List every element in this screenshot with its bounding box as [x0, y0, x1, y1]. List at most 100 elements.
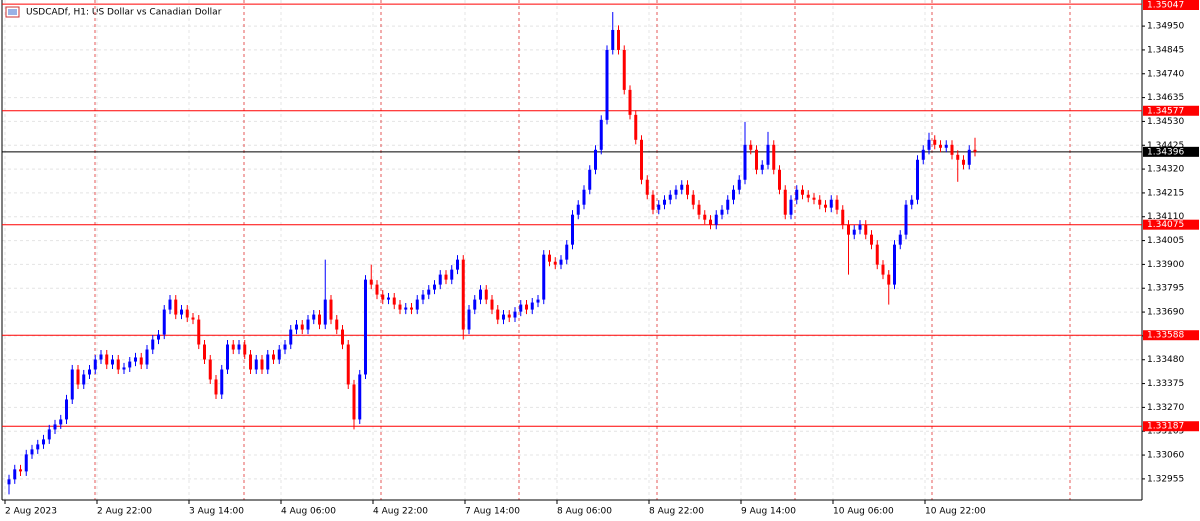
- candle-body: [433, 284, 436, 290]
- candle-body: [697, 204, 701, 215]
- candle-body: [622, 49, 626, 90]
- candle-body: [151, 339, 155, 350]
- candle-body: [864, 224, 868, 235]
- candle-body: [162, 309, 166, 335]
- candle-body: [789, 199, 793, 215]
- candle-body: [139, 357, 143, 365]
- candle-body: [973, 149, 977, 152]
- candle-body: [59, 419, 63, 425]
- candle-body: [415, 299, 419, 310]
- candle-body: [341, 329, 344, 345]
- candle-body: [530, 302, 534, 310]
- candle-body: [887, 274, 891, 285]
- candle-body: [329, 299, 333, 320]
- candle-body: [191, 317, 195, 320]
- y-tick-label: 1.34320: [1147, 165, 1184, 175]
- candle-body: [536, 299, 540, 303]
- candle-body: [260, 359, 264, 370]
- y-tick-label: 1.32955: [1147, 474, 1184, 484]
- candle-body: [870, 234, 873, 245]
- candle-body: [19, 469, 22, 472]
- symbol-icon: [5, 6, 20, 18]
- y-tick-label: 1.33690: [1147, 308, 1184, 318]
- x-tick-label: 10 Aug 06:00: [833, 507, 894, 517]
- candle-body: [755, 149, 758, 170]
- x-tick-label: 8 Aug 06:00: [557, 507, 612, 517]
- candle-body: [410, 307, 413, 310]
- candle-body: [852, 229, 856, 235]
- candle-body: [950, 144, 954, 155]
- candle-body: [686, 184, 689, 195]
- candle-body: [617, 29, 620, 50]
- candle-body: [490, 299, 494, 310]
- x-tick-label: 4 Aug 06:00: [281, 507, 336, 517]
- candle-body: [24, 454, 28, 472]
- candle-body: [519, 304, 523, 312]
- candle-body: [898, 234, 902, 245]
- candle-body: [893, 244, 896, 285]
- candle-body: [295, 324, 298, 330]
- candle-body: [444, 274, 448, 280]
- level-label-box: [1143, 330, 1199, 341]
- x-tick-label: 8 Aug 22:00: [649, 507, 704, 517]
- candle-body: [783, 189, 787, 215]
- candle-body: [559, 259, 563, 265]
- y-tick-label: 1.34950: [1147, 22, 1184, 32]
- candle-body: [398, 304, 402, 310]
- candle-body: [30, 449, 34, 455]
- candle-body: [628, 89, 632, 115]
- x-tick-label: 3 Aug 14:00: [189, 507, 244, 517]
- candle-body: [461, 259, 465, 330]
- x-tick-label: 7 Aug 14:00: [465, 507, 520, 517]
- candle-body: [766, 144, 770, 165]
- candle-body: [743, 144, 747, 180]
- candle-body: [122, 367, 126, 370]
- level-label: 1.34577: [1147, 106, 1184, 116]
- candle-body: [645, 179, 649, 195]
- candle-body: [387, 297, 390, 300]
- candle-body: [456, 259, 459, 270]
- candle-body: [847, 224, 850, 235]
- candle-body: [99, 354, 103, 360]
- candle-body: [542, 254, 546, 300]
- level-label-box: [1143, 421, 1199, 432]
- candle-body: [289, 329, 293, 345]
- x-tick-label: 9 Aug 14:00: [741, 507, 796, 517]
- candle-body: [939, 144, 942, 148]
- candle-body: [47, 429, 51, 440]
- candle-body: [249, 354, 252, 370]
- y-tick-label: 1.34005: [1147, 236, 1184, 246]
- candle-body: [277, 349, 281, 360]
- candle-body: [323, 299, 327, 325]
- level-label-box: [1143, 0, 1199, 10]
- candle-body: [283, 344, 287, 350]
- candle-body: [473, 299, 477, 310]
- candle-body: [737, 179, 741, 190]
- candle-body: [421, 294, 425, 300]
- candle-body: [272, 354, 275, 360]
- candle-body: [404, 307, 408, 310]
- x-tick-label: 4 Aug 22:00: [373, 507, 428, 517]
- candle-body: [674, 189, 678, 195]
- candle-body: [553, 261, 557, 265]
- candle-body: [916, 159, 919, 200]
- candle-body: [93, 359, 97, 370]
- x-tick-label: 2 Aug 2023: [5, 507, 57, 517]
- candle-body: [680, 184, 684, 190]
- candles: [7, 12, 977, 495]
- candle-body: [306, 319, 310, 330]
- candle-body: [358, 374, 362, 420]
- candle-body: [525, 304, 528, 310]
- candle-body: [732, 189, 735, 200]
- candle-body: [145, 349, 149, 365]
- level-label: 1.33187: [1147, 422, 1184, 432]
- candle-body: [300, 324, 304, 330]
- candle-body: [565, 244, 569, 260]
- candle-body: [720, 209, 724, 215]
- candle-body: [254, 359, 258, 370]
- candle-body: [835, 199, 839, 210]
- y-tick-label: 1.34530: [1147, 117, 1184, 127]
- candle-body: [829, 199, 833, 208]
- candle-body: [7, 479, 11, 485]
- candle-body: [910, 199, 914, 205]
